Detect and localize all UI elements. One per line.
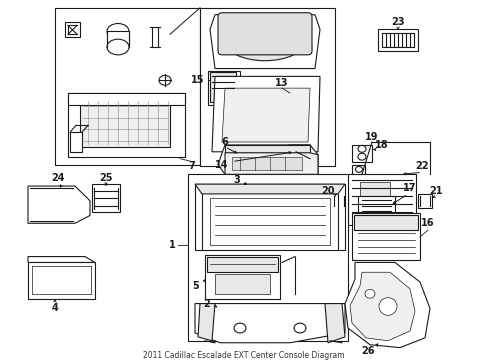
Polygon shape [349,272,414,341]
Ellipse shape [107,23,129,39]
Ellipse shape [107,39,129,55]
Bar [207,71,240,105]
Text: 21: 21 [428,186,442,196]
Text: 13: 13 [275,78,288,88]
Bar [331,194,346,208]
Ellipse shape [364,289,374,298]
Ellipse shape [378,298,396,315]
Text: 6: 6 [221,137,228,147]
Polygon shape [80,98,170,147]
Text: 22: 22 [414,162,428,171]
Polygon shape [68,93,184,157]
Polygon shape [282,145,317,165]
Polygon shape [224,145,309,153]
Polygon shape [218,145,317,174]
Polygon shape [195,303,345,343]
FancyBboxPatch shape [218,13,311,55]
Ellipse shape [203,12,217,31]
Text: 19: 19 [365,132,378,142]
Bar [55,8,200,165]
Polygon shape [70,132,82,152]
Text: 2: 2 [203,298,210,309]
Ellipse shape [224,22,305,61]
Polygon shape [206,257,278,272]
Text: 18: 18 [374,140,388,150]
Polygon shape [325,303,345,343]
Bar [187,174,347,341]
Polygon shape [68,93,184,105]
Polygon shape [214,92,225,102]
Text: 26: 26 [361,346,374,356]
Polygon shape [195,184,345,194]
Polygon shape [222,88,309,142]
Polygon shape [353,215,417,230]
Polygon shape [204,255,280,299]
Bar [200,8,334,166]
Bar [377,30,417,51]
Polygon shape [195,184,345,250]
Ellipse shape [234,323,245,333]
Ellipse shape [293,323,305,333]
Polygon shape [357,196,394,213]
Bar [417,194,431,208]
Text: 7: 7 [188,162,195,171]
Polygon shape [209,15,319,68]
Polygon shape [209,72,236,102]
Text: 2011 Cadillac Escalade EXT Center Console Diagram: 2011 Cadillac Escalade EXT Center Consol… [143,351,344,360]
Bar [209,198,329,245]
Polygon shape [65,22,80,37]
Text: 24: 24 [51,173,64,183]
Bar [215,274,269,294]
Polygon shape [351,213,419,260]
Text: 1: 1 [168,240,175,250]
Bar [359,182,389,200]
Text: 23: 23 [390,17,404,27]
Text: 4: 4 [52,303,58,314]
Polygon shape [28,262,95,299]
Text: 14: 14 [215,159,228,170]
Polygon shape [198,303,215,341]
Bar [347,174,415,225]
Text: 15: 15 [191,75,204,85]
Polygon shape [212,76,319,152]
Text: 17: 17 [403,183,416,193]
Ellipse shape [159,75,171,85]
Polygon shape [28,186,90,223]
Ellipse shape [355,166,362,172]
Text: 3: 3 [233,175,240,185]
Ellipse shape [357,145,365,152]
Polygon shape [351,145,371,162]
Ellipse shape [357,153,365,160]
Polygon shape [28,257,95,262]
Text: 20: 20 [321,186,334,196]
Text: 16: 16 [420,218,434,228]
Bar [107,31,129,47]
Bar [92,184,120,212]
Polygon shape [345,262,429,348]
Polygon shape [351,165,364,174]
Bar [231,157,302,170]
Text: 25: 25 [99,173,113,183]
Polygon shape [224,153,317,174]
Text: 5: 5 [192,281,199,291]
